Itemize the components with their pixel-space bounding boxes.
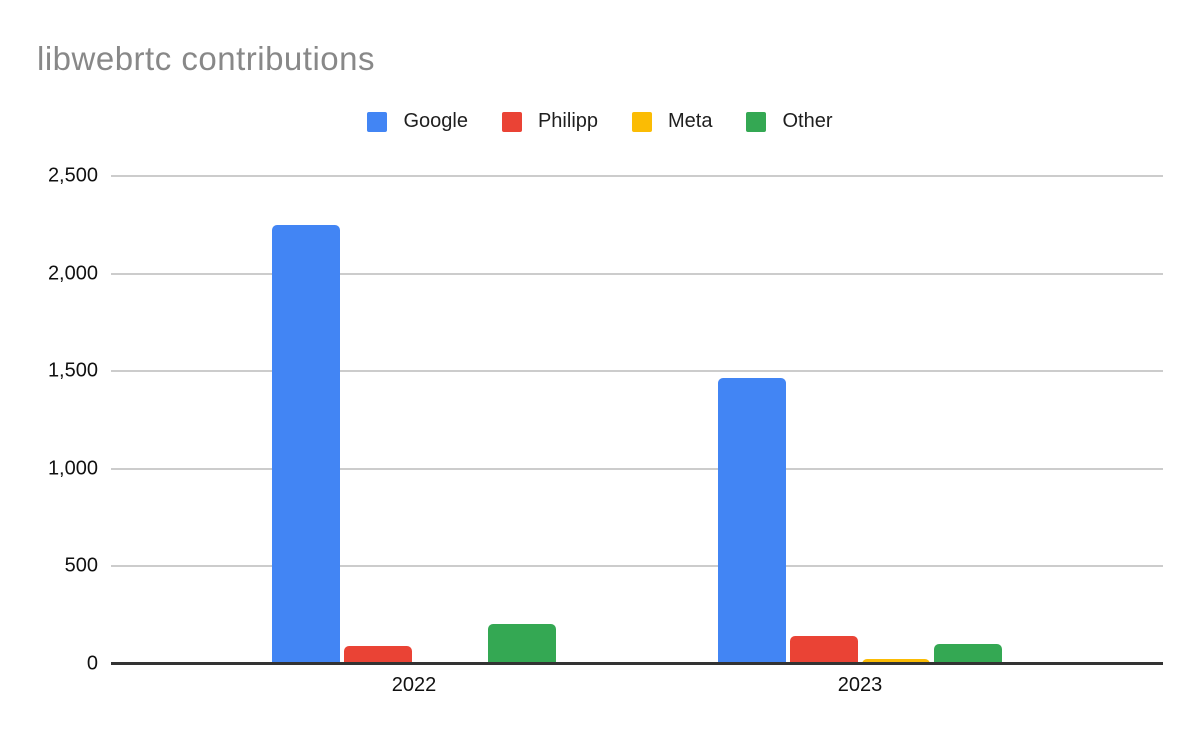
gridline-1,500 (111, 370, 1163, 373)
gridline-2,000 (111, 272, 1163, 275)
bar-meta-2023 (862, 659, 930, 664)
gridline-1,000 (111, 467, 1163, 470)
legend-swatch-philipp (501, 111, 522, 132)
legend: Google Philipp Meta Other (0, 110, 1200, 133)
legend-label: Other (782, 110, 833, 132)
y-axis-tick-label: 1,500 (47, 359, 98, 382)
y-axis-tick-label: 0 (86, 652, 98, 675)
bar-other-2022 (488, 624, 556, 664)
legend-swatch-meta (632, 111, 653, 132)
bar-group-2023 (718, 378, 1002, 664)
bar-google-2023 (718, 378, 786, 664)
y-axis-tick-label: 2,500 (47, 164, 98, 187)
x-axis-line (111, 662, 1163, 665)
legend-swatch-google (367, 111, 388, 132)
x-axis-tick-label-2022: 2022 (391, 674, 437, 696)
x-axis-tick-label-2023: 2023 (837, 674, 883, 696)
chart-title: libwebrtc contributions (37, 40, 375, 77)
legend-item-philipp: Philipp (501, 110, 599, 133)
bar-philipp-2023 (790, 636, 858, 664)
gridline-2,500 (111, 175, 1163, 177)
legend-label: Philipp (537, 110, 599, 132)
bar-philipp-2022 (344, 646, 412, 664)
legend-item-meta: Meta (632, 110, 712, 133)
gridline-500 (111, 565, 1163, 568)
legend-swatch-other (746, 111, 767, 132)
bar-group-2022 (272, 225, 556, 664)
bar-other-2023 (934, 644, 1002, 664)
y-axis-tick-label: 500 (64, 554, 98, 577)
y-axis-tick-label: 1,000 (47, 457, 98, 480)
legend-item-google: Google (367, 110, 468, 133)
legend-label: Google (403, 110, 468, 132)
legend-item-other: Other (746, 110, 833, 133)
legend-label: Meta (668, 110, 713, 132)
y-axis-tick-label: 2,000 (47, 262, 98, 285)
bar-google-2022 (272, 225, 340, 664)
plot-area: 0 500 1,000 1,500 2,000 2,500 2022 2023 (48, 165, 1163, 696)
